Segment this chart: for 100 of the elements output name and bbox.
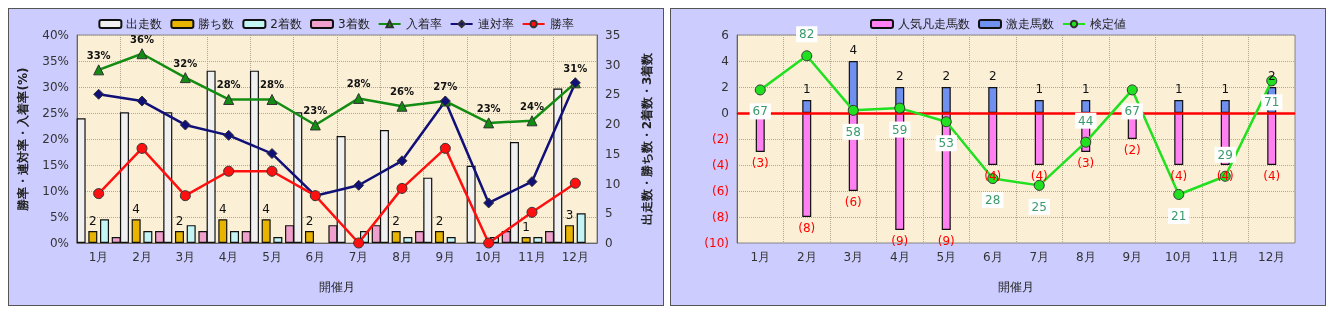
y-tick-label: (10) — [704, 236, 729, 250]
legend-label: 人気凡走馬数 — [898, 17, 970, 31]
y-tick-label: 35% — [42, 54, 69, 68]
x-tick-label: 1月 — [750, 250, 771, 264]
data-label: 1 — [1035, 82, 1044, 96]
data-label: 31% — [563, 62, 588, 74]
data-label: 67 — [1124, 104, 1140, 119]
data-label: 28% — [260, 79, 284, 91]
data-label: 25 — [1031, 199, 1047, 214]
y2-tick-label: 10 — [605, 176, 621, 191]
legend-label: 連対率 — [477, 17, 514, 31]
x-tick-label: 10月 — [1165, 250, 1193, 264]
y-tick-label: (4) — [712, 158, 729, 172]
y-tick-label: 0 — [721, 106, 729, 120]
data-label: (8) — [798, 221, 816, 235]
legend-label: 激走馬数 — [1006, 17, 1054, 31]
data-label: 32% — [173, 57, 198, 69]
data-label: 23% — [476, 102, 501, 114]
y-tick-label: 25% — [42, 106, 69, 120]
x-tick-label: 4月 — [889, 250, 910, 264]
data-label: 2 — [392, 214, 400, 229]
legend-label: 3着数 — [338, 17, 370, 31]
data-label: 29 — [1217, 147, 1233, 162]
y2-tick-label: 5 — [605, 206, 613, 221]
x-tick-label: 10月 — [475, 250, 503, 264]
y2-tick-label: 35 — [605, 28, 621, 42]
legend-label: 検定値 — [1090, 17, 1126, 31]
data-label: (9) — [937, 234, 955, 248]
data-label: 2 — [988, 69, 997, 83]
data-label: 4 — [219, 202, 227, 217]
data-label: 26% — [390, 86, 414, 98]
data-label: 4 — [262, 202, 270, 217]
data-label: 4 — [132, 202, 140, 217]
legend-label: 出走数 — [126, 17, 163, 31]
x-axis-title: 開催月 — [319, 280, 355, 294]
data-label: 2 — [89, 214, 97, 229]
y-tick-label: (8) — [712, 210, 729, 224]
x-tick-label: 3月 — [843, 250, 864, 264]
x-tick-label: 11月 — [518, 250, 546, 264]
data-label: 2 — [305, 214, 314, 229]
x-tick-label: 8月 — [1075, 250, 1096, 264]
legend-label: 勝ち数 — [198, 17, 235, 31]
data-label: 23% — [303, 104, 328, 116]
data-label: 1 — [1081, 82, 1090, 96]
data-label: 71 — [1264, 95, 1280, 110]
x-tick-label: 12月 — [561, 250, 589, 264]
data-label: 2 — [175, 214, 184, 229]
data-label: 2 — [895, 69, 904, 83]
y-tick-label: 15% — [42, 158, 69, 172]
data-label: (2) — [1123, 143, 1141, 157]
data-label: 2 — [435, 214, 444, 229]
data-label: (4) — [1263, 169, 1281, 183]
data-label: 36% — [130, 33, 154, 45]
x-tick-label: 4月 — [218, 250, 239, 264]
data-label: 67 — [752, 104, 768, 119]
y-tick-label: 40% — [42, 28, 69, 42]
data-label: 82 — [799, 27, 815, 42]
data-label: 2 — [942, 69, 951, 83]
data-label: (3) — [1077, 156, 1095, 170]
data-label: 28% — [216, 79, 241, 91]
x-tick-label: 11月 — [1211, 250, 1239, 264]
y2-tick-label: 25 — [605, 87, 621, 102]
data-label: (4) — [1170, 169, 1188, 183]
data-label: 24% — [520, 100, 544, 112]
legend-label: 勝率 — [549, 17, 574, 31]
y-tick-label: 4 — [721, 54, 729, 68]
x-axis-title: 開催月 — [998, 280, 1034, 294]
x-tick-label: 7月 — [1029, 250, 1050, 264]
data-label: 1 — [802, 82, 811, 96]
data-label: 1 — [1174, 82, 1183, 96]
legend-label: 2着数 — [270, 17, 303, 31]
x-tick-label: 7月 — [348, 250, 369, 264]
y2-axis-title: 出走数・勝ち数・2着数・3着数 — [640, 51, 654, 226]
data-label: (3) — [751, 156, 769, 170]
y-tick-label: (6) — [712, 184, 729, 198]
data-label: 1 — [522, 220, 530, 235]
x-tick-label: 8月 — [392, 250, 412, 264]
data-label: 53 — [938, 136, 954, 151]
data-label: (6) — [844, 195, 862, 209]
x-tick-label: 3月 — [175, 250, 196, 264]
x-tick-label: 12月 — [1258, 250, 1286, 264]
x-tick-label: 1月 — [88, 250, 109, 264]
y-tick-label: 2 — [721, 80, 729, 94]
x-tick-label: 6月 — [982, 250, 1003, 264]
y-tick-label: 20% — [42, 132, 69, 146]
data-label: 3 — [565, 208, 574, 223]
data-label: (4) — [1030, 169, 1048, 183]
x-tick-label: 6月 — [305, 250, 326, 264]
data-label: 28 — [985, 193, 1001, 208]
y-tick-label: 0% — [49, 236, 69, 250]
x-tick-label: 5月 — [262, 250, 282, 264]
data-label: 21 — [1171, 208, 1187, 223]
x-tick-label: 2月 — [796, 250, 817, 264]
y-tick-label: 30% — [42, 80, 69, 94]
data-label: 44 — [1078, 113, 1094, 128]
y2-tick-label: 0 — [605, 236, 613, 250]
y-tick-label: 5% — [49, 210, 69, 224]
data-label: 58 — [845, 124, 861, 139]
y2-tick-label: 15 — [605, 146, 621, 161]
y2-tick-label: 20 — [605, 117, 621, 132]
